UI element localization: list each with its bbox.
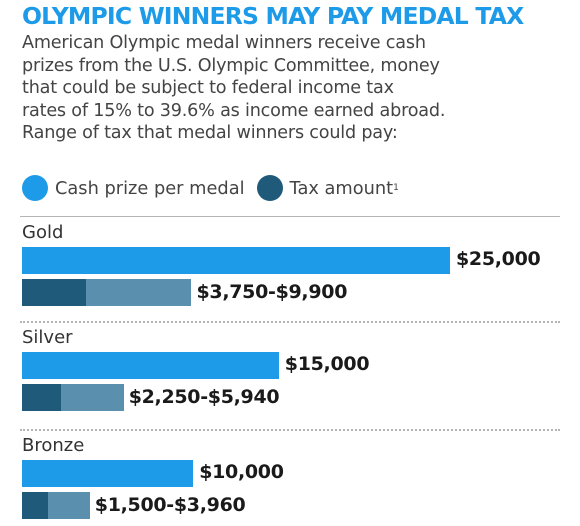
- legend-swatch-prize: [22, 175, 48, 201]
- subtitle-line: American Olympic medal winners receive c…: [22, 33, 426, 53]
- legend-label-prize: Cash prize per medal: [55, 177, 245, 199]
- tax-range-label: $2,250-$5,940: [128, 386, 280, 408]
- prize-value-label: $10,000: [199, 461, 284, 483]
- prize-bar: [22, 460, 194, 487]
- legend-item-prize: Cash prize per medal: [22, 175, 245, 201]
- subtitle-line: that could be subject to federal income …: [22, 78, 394, 98]
- legend-footnote-marker: 1: [393, 183, 399, 193]
- group-divider: [20, 321, 560, 323]
- group-divider: [20, 216, 560, 217]
- prize-bar: [22, 352, 279, 379]
- tax-low-bar: [22, 279, 87, 306]
- chart-title: OLYMPIC WINNERS MAY PAY MEDAL TAX: [22, 2, 524, 30]
- tax-low-bar: [22, 384, 61, 411]
- tax-range-label: $1,500-$3,960: [94, 494, 246, 516]
- group-divider: [20, 429, 560, 431]
- subtitle-line: rates of 15% to 39.6% as income earned a…: [22, 100, 446, 121]
- legend-item-tax: Tax amount 1: [256, 175, 399, 201]
- category-label: Silver: [22, 327, 73, 348]
- subtitle-line: prizes from the U.S. Olympic Committee, …: [22, 55, 440, 76]
- prize-bar: [22, 247, 450, 274]
- legend-label-tax: Tax amount: [289, 177, 394, 199]
- subtitle-line: Range of tax that medal winners could pa…: [22, 123, 398, 143]
- legend-swatch-tax: [256, 175, 283, 201]
- prize-value-label: $25,000: [456, 248, 541, 270]
- tax-low-bar: [22, 492, 48, 519]
- category-label: Gold: [22, 222, 64, 243]
- tax-range-label: $3,750-$9,900: [196, 281, 348, 303]
- category-label: Bronze: [22, 435, 85, 456]
- prize-value-label: $15,000: [284, 353, 370, 375]
- chart-subtitle: American Olympic medal winners receive c…: [22, 32, 580, 145]
- chart-legend: Cash prize per medal Tax amount 1: [22, 175, 411, 201]
